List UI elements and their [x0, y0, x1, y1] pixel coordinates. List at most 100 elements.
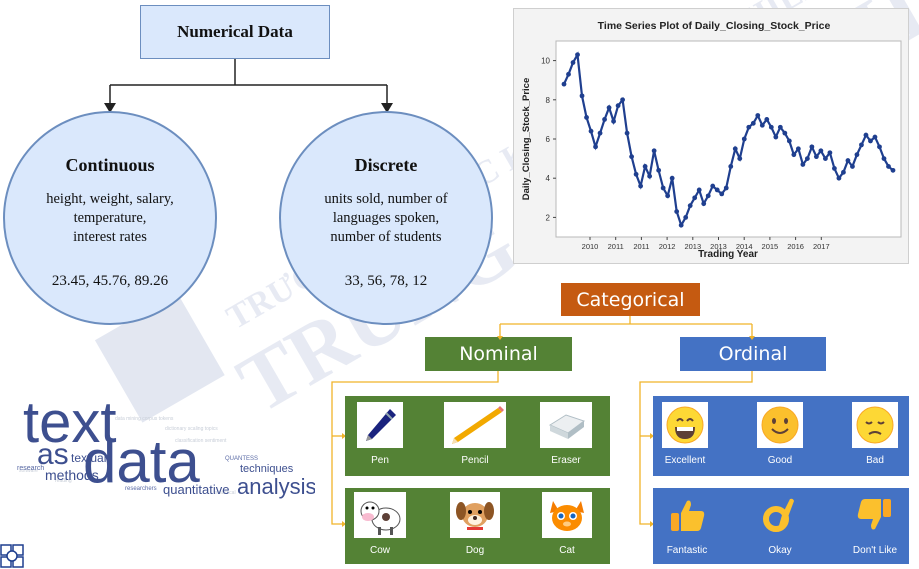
- item-label: Pen: [371, 455, 389, 466]
- data-point: [822, 156, 828, 162]
- x-tick-label: 2014: [736, 242, 753, 251]
- word: quantitative: [163, 482, 230, 497]
- data-point: [795, 146, 801, 152]
- cow-icon: [354, 492, 406, 538]
- discrete-description: units sold, number of languages spoken, …: [281, 190, 491, 247]
- data-point: [719, 191, 725, 197]
- data-point: [768, 124, 774, 130]
- x-tick-label: 2016: [787, 242, 804, 251]
- data-point: [683, 215, 689, 220]
- nominal-title: Nominal: [459, 343, 538, 365]
- y-axis: 2 4 6 8 10: [541, 57, 556, 222]
- data-point: [886, 164, 891, 169]
- data-point: [800, 162, 806, 167]
- data-point: [642, 164, 648, 169]
- data-point: [638, 183, 644, 189]
- svg-text:data mining corpus tokens: data mining corpus tokens: [115, 416, 174, 422]
- x-tick-label: 2010: [582, 242, 599, 251]
- item-label: Fantastic: [666, 545, 708, 556]
- data-point: [732, 146, 738, 152]
- list-item: Don't Like: [843, 492, 907, 556]
- data-point: [660, 185, 666, 191]
- cat-icon: [542, 492, 592, 538]
- data-point: [791, 152, 797, 158]
- smiling-face-icon: [757, 402, 803, 448]
- ordinal-box: Ordinal: [680, 337, 826, 371]
- x-tick-label: 2013: [684, 242, 701, 251]
- x-tick-label: 2013: [710, 242, 727, 251]
- x-axis: 2010 2011 2011 2012 2013 2013 2014 2015 2016 2017: [582, 237, 830, 251]
- time-series-chart: Time Series Plot of Daily_Closing_Stock_…: [513, 8, 909, 264]
- data-point: [656, 167, 662, 173]
- data-point: [674, 209, 680, 214]
- item-label: Cow: [369, 545, 390, 556]
- eraser-icon: [540, 402, 592, 448]
- data-point: [696, 187, 702, 193]
- continuous-desc-line: interest rates: [73, 229, 147, 245]
- y-tick-label: 6: [546, 135, 551, 144]
- word: methods: [45, 467, 99, 483]
- word: techniques: [240, 463, 294, 475]
- item-label: Excellent: [664, 455, 706, 466]
- ordinal-row-faces: Excellent Good Bad: [653, 396, 909, 476]
- list-item: Fantastic: [657, 492, 717, 556]
- data-point: [710, 183, 716, 189]
- data-point: [868, 138, 873, 144]
- x-axis-label: Trading Year: [698, 249, 758, 260]
- x-tick-label: 2011: [633, 242, 649, 251]
- nominal-box: Nominal: [425, 337, 572, 371]
- list-item: Pencil: [443, 402, 507, 466]
- data-point: [836, 175, 842, 181]
- discrete-circle: Discrete units sold, number of languages…: [279, 111, 493, 325]
- discrete-values: 33, 56, 78, 12: [344, 273, 428, 289]
- nominal-row-objects: Pen Pencil Eraser: [345, 396, 610, 476]
- thumbs-up-icon: [664, 492, 710, 538]
- continuous-desc-line: height, weight, salary,: [46, 191, 174, 207]
- data-point: [678, 222, 684, 228]
- data-point: [786, 138, 792, 144]
- data-point: [651, 148, 657, 154]
- chart-svg: Time Series Plot of Daily_Closing_Stock_…: [521, 20, 902, 260]
- data-point: [890, 167, 896, 173]
- data-point: [804, 156, 810, 162]
- data-point: [832, 166, 837, 171]
- data-point: [561, 81, 567, 87]
- list-item: Eraser: [537, 402, 595, 466]
- data-point: [575, 52, 580, 58]
- ordinal-title: Ordinal: [718, 343, 788, 365]
- data-point: [593, 144, 598, 150]
- data-point: [714, 187, 720, 193]
- numerical-data-box: Numerical Data: [140, 5, 330, 59]
- data-point: [863, 132, 869, 138]
- svg-text:classification sentiment: classification sentiment: [175, 438, 227, 444]
- list-item: Dog: [447, 492, 503, 556]
- data-point: [570, 60, 576, 65]
- word: text: [23, 390, 117, 455]
- dog-icon: [450, 492, 500, 538]
- item-label: Don't Like: [852, 545, 898, 556]
- item-label: Bad: [866, 455, 884, 466]
- data-point: [827, 150, 833, 156]
- y-tick-label: 8: [546, 96, 551, 105]
- data-point: [629, 154, 635, 160]
- data-point: [606, 105, 612, 111]
- thumbs-down-icon: [852, 492, 898, 538]
- logo: [0, 544, 24, 568]
- ok-hand-icon: [757, 492, 803, 538]
- data-point: [818, 148, 824, 154]
- data-point: [728, 164, 734, 169]
- word: as: [37, 438, 69, 471]
- data-point: [881, 156, 887, 162]
- item-label: Good: [767, 455, 793, 466]
- pencil-icon: [444, 402, 506, 448]
- continuous-values: 23.45, 45.76, 89.26: [51, 273, 169, 289]
- data-point: [597, 130, 603, 136]
- data-point: [854, 152, 860, 158]
- data-point: [615, 103, 621, 109]
- data-point: [841, 169, 846, 175]
- nominal-row-animals: Cow Dog Cat: [345, 488, 610, 564]
- item-label: Pencil: [461, 455, 489, 466]
- data-point: [741, 136, 747, 142]
- discrete-title: Discrete: [354, 155, 418, 175]
- discrete-desc-line: languages spoken,: [332, 210, 440, 226]
